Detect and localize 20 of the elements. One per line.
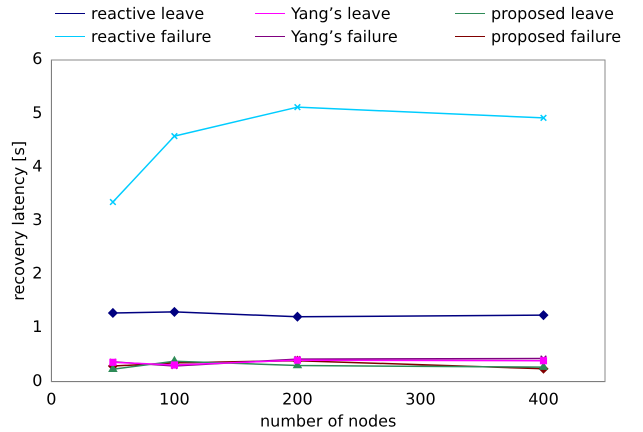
x-tick-label: 300 [405,389,436,408]
legend-label: reactive failure [91,27,212,46]
y-tick-label: 3 [32,210,42,229]
y-tick-label: 0 [32,370,42,390]
y-tick-label: 4 [32,156,42,176]
legend-label: proposed leave [491,4,614,23]
legend-label: Yang’s failure [291,27,398,46]
x-tick-label: 0 [46,389,56,408]
y-tick-label: 5 [32,102,42,122]
x-tick-label: 200 [282,389,313,408]
y-tick-label: 2 [32,264,42,283]
legend-label: proposed failure [491,27,622,46]
legend-label: reactive leave [91,4,204,23]
y-axis-title: recovery latency [s] [8,140,28,301]
y-tick-label: 1 [32,317,42,336]
x-tick-label: 400 [528,389,559,408]
legend-label: Yang’s leave [291,4,391,23]
x-tick-label: 100 [159,389,190,408]
x-axis-title: number of nodes [260,412,396,431]
y-tick-label: 6 [32,49,42,68]
